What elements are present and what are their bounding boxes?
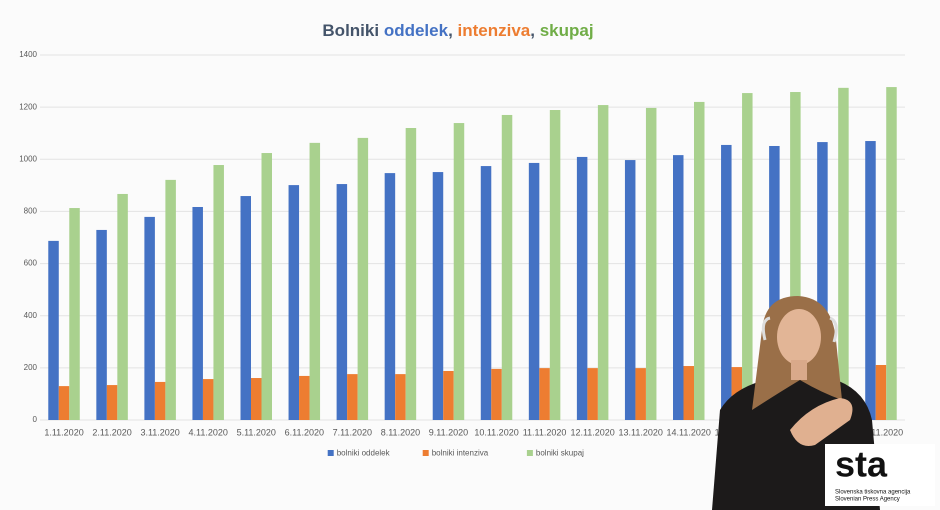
x-tick-label: 12.11.2020 (570, 427, 614, 437)
bar (251, 378, 262, 420)
bar (480, 166, 492, 420)
bar (838, 87, 849, 420)
bar (202, 379, 214, 420)
bar (645, 107, 657, 421)
bar (384, 173, 396, 420)
y-tick-label: 200 (24, 363, 38, 372)
logo: sta Slovenska tiskovna agencija Slovenia… (825, 444, 935, 506)
bar (192, 206, 203, 420)
title-part: oddelek (384, 21, 449, 40)
bar (117, 193, 128, 420)
bar (288, 185, 300, 420)
x-tick-label: 2.11.2020 (92, 427, 131, 437)
logo-name: sta (835, 444, 888, 485)
y-tick-label: 800 (24, 207, 38, 216)
x-tick-label: 3.11.2020 (140, 427, 179, 437)
bar (742, 93, 753, 421)
bar (357, 137, 369, 420)
logo-line: Slovenian Press Agency (835, 497, 900, 503)
legend: bolniki oddelek bolniki intenziva bolniki … (327, 449, 584, 458)
bar (635, 368, 646, 420)
legend-swatch (327, 450, 334, 456)
bar (539, 368, 550, 420)
y-tick-label: 1400 (19, 50, 37, 59)
title-part: , (530, 21, 539, 40)
y-tick-label: 600 (24, 259, 38, 268)
logo-line: Slovenska tiskovna agencija (835, 490, 911, 496)
legend-swatch (422, 450, 429, 456)
bar (347, 374, 358, 420)
bar (299, 375, 310, 420)
x-tick-label: 14.11.2020 (667, 427, 711, 437)
bar (453, 123, 465, 421)
bar (491, 368, 502, 420)
x-tick-label: 10.11.2020 (474, 427, 518, 437)
bar (106, 385, 118, 420)
bar (395, 374, 406, 420)
bar (144, 216, 155, 420)
bar (721, 144, 732, 421)
bar (501, 114, 513, 420)
bar (587, 368, 598, 420)
bar (865, 141, 876, 421)
bar (309, 142, 321, 420)
bar (694, 101, 705, 420)
bar (336, 184, 348, 420)
bar (790, 92, 801, 421)
x-tick-label: 8.11.2020 (381, 427, 420, 437)
bar (48, 240, 59, 420)
bar (96, 229, 107, 420)
bar (886, 87, 897, 420)
bar (432, 172, 444, 420)
x-tick-label: 18.11.2020 (859, 427, 903, 437)
title-part: , (448, 21, 457, 40)
title-part: Bolniki (322, 21, 383, 40)
x-tick-label: 4.11.2020 (189, 427, 228, 437)
title-part: intenziva (458, 21, 531, 40)
bar (405, 128, 417, 420)
y-tick-label: 0 (33, 415, 38, 424)
bar (817, 142, 828, 421)
x-tick-label: 13.11.2020 (618, 427, 662, 437)
bar (443, 370, 454, 420)
bar (769, 145, 780, 420)
logo-box (825, 444, 935, 506)
legend-label: bolniki intenziva (432, 449, 489, 458)
bar (69, 208, 80, 420)
legend-label: bolniki skupaj (536, 449, 584, 458)
y-tick-label: 400 (24, 311, 38, 320)
x-tick-label: 7.11.2020 (333, 427, 372, 437)
legend-label: bolniki oddelek (337, 449, 391, 458)
bar (58, 386, 70, 420)
x-tick-label: 5.11.2020 (237, 427, 276, 437)
x-tick-label: 9.11.2020 (429, 427, 468, 437)
bar (576, 156, 588, 421)
bar (673, 155, 684, 420)
bar (683, 366, 694, 420)
bar (597, 105, 609, 421)
bar (875, 364, 887, 420)
legend-swatch (526, 450, 533, 456)
bar (549, 110, 561, 420)
bar (528, 162, 540, 420)
bar (261, 153, 272, 420)
y-tick-label: 1000 (19, 154, 37, 163)
y-tick-label: 1200 (19, 102, 37, 111)
x-tick-label: 6.11.2020 (285, 427, 324, 437)
x-tick-label: 1.11.2020 (44, 427, 83, 437)
x-tick-label: 11.11.2020 (523, 427, 567, 437)
bar (165, 179, 176, 420)
bar (154, 381, 166, 420)
bar (240, 196, 251, 420)
title-part: skupaj (540, 21, 594, 40)
bar (624, 160, 636, 420)
chart-title: Bolniki oddelek, intenziva, skupaj (322, 21, 593, 40)
bar (213, 165, 224, 420)
plot: 0 200 400 600 800 1000 1200 1400 1.11.2020 2.11.2… (19, 50, 905, 437)
